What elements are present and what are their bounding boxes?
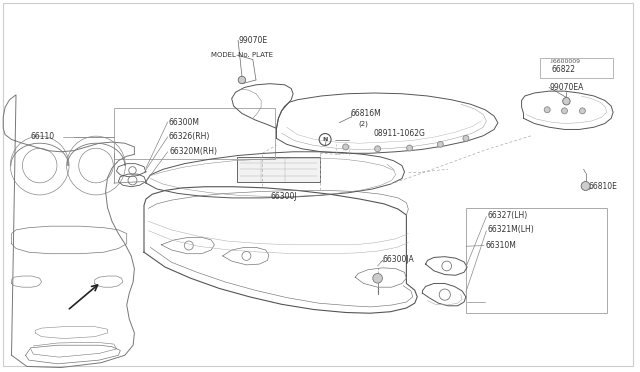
Text: 66310M: 66310M: [485, 241, 516, 250]
Circle shape: [544, 107, 550, 113]
Text: 66300JA: 66300JA: [383, 255, 415, 264]
Circle shape: [238, 76, 246, 84]
Bar: [466, 208, 607, 313]
Text: 99070E: 99070E: [238, 36, 268, 45]
Text: (2): (2): [358, 120, 368, 127]
Circle shape: [561, 108, 568, 114]
Circle shape: [372, 273, 383, 283]
Bar: [114, 108, 275, 159]
Text: 66810E: 66810E: [589, 182, 618, 191]
Circle shape: [581, 182, 590, 190]
Text: .I6600009: .I6600009: [549, 59, 580, 64]
Text: 66320M(RH): 66320M(RH): [170, 147, 218, 156]
Text: 66110: 66110: [30, 132, 54, 141]
Circle shape: [437, 141, 444, 147]
Text: 08911-1062G: 08911-1062G: [373, 129, 425, 138]
Circle shape: [563, 97, 570, 105]
Circle shape: [579, 108, 586, 114]
Text: 66321M(LH): 66321M(LH): [488, 225, 534, 234]
Text: 66300J: 66300J: [270, 192, 297, 201]
Text: 66822: 66822: [552, 65, 575, 74]
Text: MODEL No. PLATE: MODEL No. PLATE: [211, 52, 273, 58]
Circle shape: [463, 135, 469, 141]
Text: 66300M: 66300M: [168, 118, 199, 126]
Bar: [540, 58, 613, 78]
Circle shape: [342, 144, 349, 150]
Text: 66326(RH): 66326(RH): [168, 132, 210, 141]
Circle shape: [374, 146, 381, 152]
Bar: [237, 157, 320, 182]
Text: N: N: [323, 137, 328, 142]
Text: 66816M: 66816M: [351, 109, 381, 118]
Circle shape: [406, 145, 413, 151]
Text: 99070EA: 99070EA: [549, 83, 584, 92]
Text: 66327(LH): 66327(LH): [488, 211, 528, 220]
